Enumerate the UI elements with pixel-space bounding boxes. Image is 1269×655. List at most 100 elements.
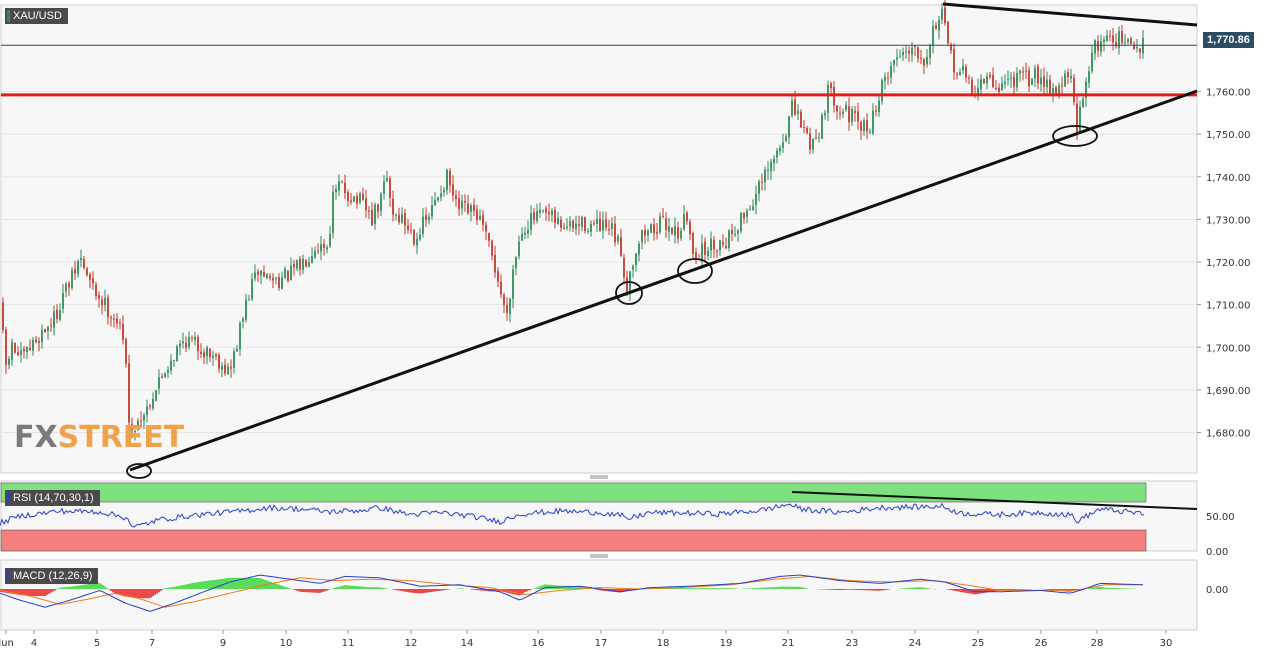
symbol-text: XAU/USD (13, 10, 62, 22)
candle-body (338, 181, 340, 191)
candle-body (746, 210, 748, 217)
candle-body (53, 311, 55, 328)
macd-histogram-bar (176, 586, 178, 589)
candle-body (1082, 98, 1084, 108)
candle-body (860, 122, 862, 131)
macd-histogram-bar (958, 589, 960, 592)
macd-histogram-bar (1110, 587, 1112, 589)
macd-histogram-bar (752, 588, 754, 589)
macd-histogram-bar (796, 586, 798, 589)
macd-histogram-bar (392, 589, 394, 590)
rsi-label-text: RSI (14,70,30,1) (13, 492, 94, 504)
candle-body (467, 203, 469, 214)
candle-body (602, 220, 604, 231)
macd-histogram-bar (828, 589, 830, 590)
candle-body (959, 72, 961, 76)
macd-histogram-bar (870, 589, 872, 591)
candle-body (182, 341, 184, 344)
candle-body (374, 204, 376, 225)
macd-histogram-bar (1092, 587, 1094, 589)
candle-body (164, 373, 166, 378)
candle-body (227, 366, 229, 375)
macd-histogram-bar (1124, 588, 1126, 589)
macd-histogram-bar (1094, 587, 1096, 589)
y-tick-label: 1,700.00 (1206, 343, 1251, 354)
macd-histogram-bar (4, 589, 6, 593)
macd-histogram-bar (8, 589, 10, 594)
macd-histogram-bar (730, 588, 732, 589)
candle-body (281, 277, 283, 290)
rsi-tick-label: 0.00 (1206, 547, 1228, 558)
macd-label: MACD (12,26,9) (5, 568, 99, 584)
x-tick-label: 26 (1035, 638, 1048, 649)
candle-body (1091, 52, 1093, 72)
macd-histogram-bar (794, 586, 796, 589)
macd-histogram-bar (344, 585, 346, 589)
macd-histogram-bar (322, 589, 324, 592)
fxstreet-watermark: FXSTREET (14, 420, 184, 455)
macd-histogram-bar (184, 584, 186, 589)
macd-histogram-bar (756, 587, 758, 589)
watermark-fx: FX (14, 420, 58, 455)
macd-histogram-bar (954, 589, 956, 591)
macd-histogram-bar (252, 577, 254, 589)
macd-histogram-bar (132, 589, 134, 598)
macd-histogram-bar (192, 582, 194, 589)
candle-body (956, 73, 958, 75)
x-tick-label: 7 (149, 638, 155, 649)
macd-histogram-bar (36, 589, 38, 596)
macd-histogram-bar (992, 589, 994, 592)
candle-body (680, 230, 682, 239)
candle-body (785, 136, 787, 141)
macd-histogram-bar (422, 589, 424, 594)
macd-histogram-bar (306, 589, 308, 593)
macd-histogram-bar (278, 584, 280, 589)
candle-body (401, 214, 403, 223)
macd-histogram-bar (480, 589, 482, 591)
candle-body (359, 193, 361, 203)
candle-body (308, 262, 310, 267)
macd-histogram-bar (704, 588, 706, 589)
macd-histogram-bar (988, 589, 990, 593)
candle-body (782, 142, 784, 148)
candle-body (278, 277, 280, 288)
macd-histogram-bar (318, 589, 320, 593)
macd-histogram-bar (88, 584, 90, 589)
macd-histogram-bar (838, 589, 840, 591)
candle-body (1058, 85, 1060, 95)
candle-body (74, 269, 76, 274)
macd-histogram-bar (100, 583, 102, 589)
candle-body (545, 208, 547, 213)
candle-body (647, 230, 649, 236)
candle-body (692, 232, 694, 254)
candle-body (830, 83, 832, 89)
macd-histogram-bar (174, 586, 176, 589)
macd-histogram-bar (694, 588, 696, 589)
candle-body (353, 196, 355, 202)
candle-body (1013, 76, 1015, 87)
macd-histogram-bar (546, 584, 548, 589)
candle-body (1079, 106, 1081, 133)
candle-body (767, 169, 769, 171)
candle-body (725, 245, 727, 249)
rsi-label: RSI (14,70,30,1) (5, 490, 100, 506)
macd-histogram-bar (1048, 589, 1050, 590)
candle-body (776, 150, 778, 158)
candle-body (560, 219, 562, 228)
macd-histogram-bar (696, 588, 698, 589)
macd-histogram-bar (262, 579, 264, 589)
candle-body (836, 105, 838, 112)
x-tick-label: 28 (1091, 638, 1104, 649)
macd-histogram-bar (234, 577, 236, 589)
macd-histogram-bar (578, 586, 580, 589)
macd-histogram-bar (408, 589, 410, 593)
candle-body (1034, 67, 1036, 79)
macd-histogram-bar (758, 587, 760, 589)
candle-body (305, 260, 307, 267)
y-tick-label: 1,710.00 (1206, 301, 1251, 312)
macd-histogram-bar (774, 587, 776, 589)
candle-body (56, 309, 58, 319)
macd-histogram-bar (250, 577, 252, 589)
candle-body (398, 215, 400, 223)
macd-histogram-bar (836, 589, 838, 590)
